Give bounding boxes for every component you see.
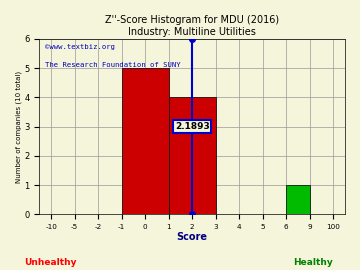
Bar bbox=[286, 185, 310, 214]
Bar bbox=[122, 68, 169, 214]
X-axis label: Score: Score bbox=[177, 231, 208, 241]
Text: Unhealthy: Unhealthy bbox=[24, 258, 77, 267]
Text: The Research Foundation of SUNY: The Research Foundation of SUNY bbox=[45, 62, 181, 68]
Text: Healthy: Healthy bbox=[293, 258, 333, 267]
Y-axis label: Number of companies (10 total): Number of companies (10 total) bbox=[15, 70, 22, 183]
Text: 2.1893: 2.1893 bbox=[175, 122, 210, 131]
Text: ©www.textbiz.org: ©www.textbiz.org bbox=[45, 44, 116, 50]
Title: Z''-Score Histogram for MDU (2016)
Industry: Multiline Utilities: Z''-Score Histogram for MDU (2016) Indus… bbox=[105, 15, 279, 37]
Bar bbox=[169, 97, 216, 214]
